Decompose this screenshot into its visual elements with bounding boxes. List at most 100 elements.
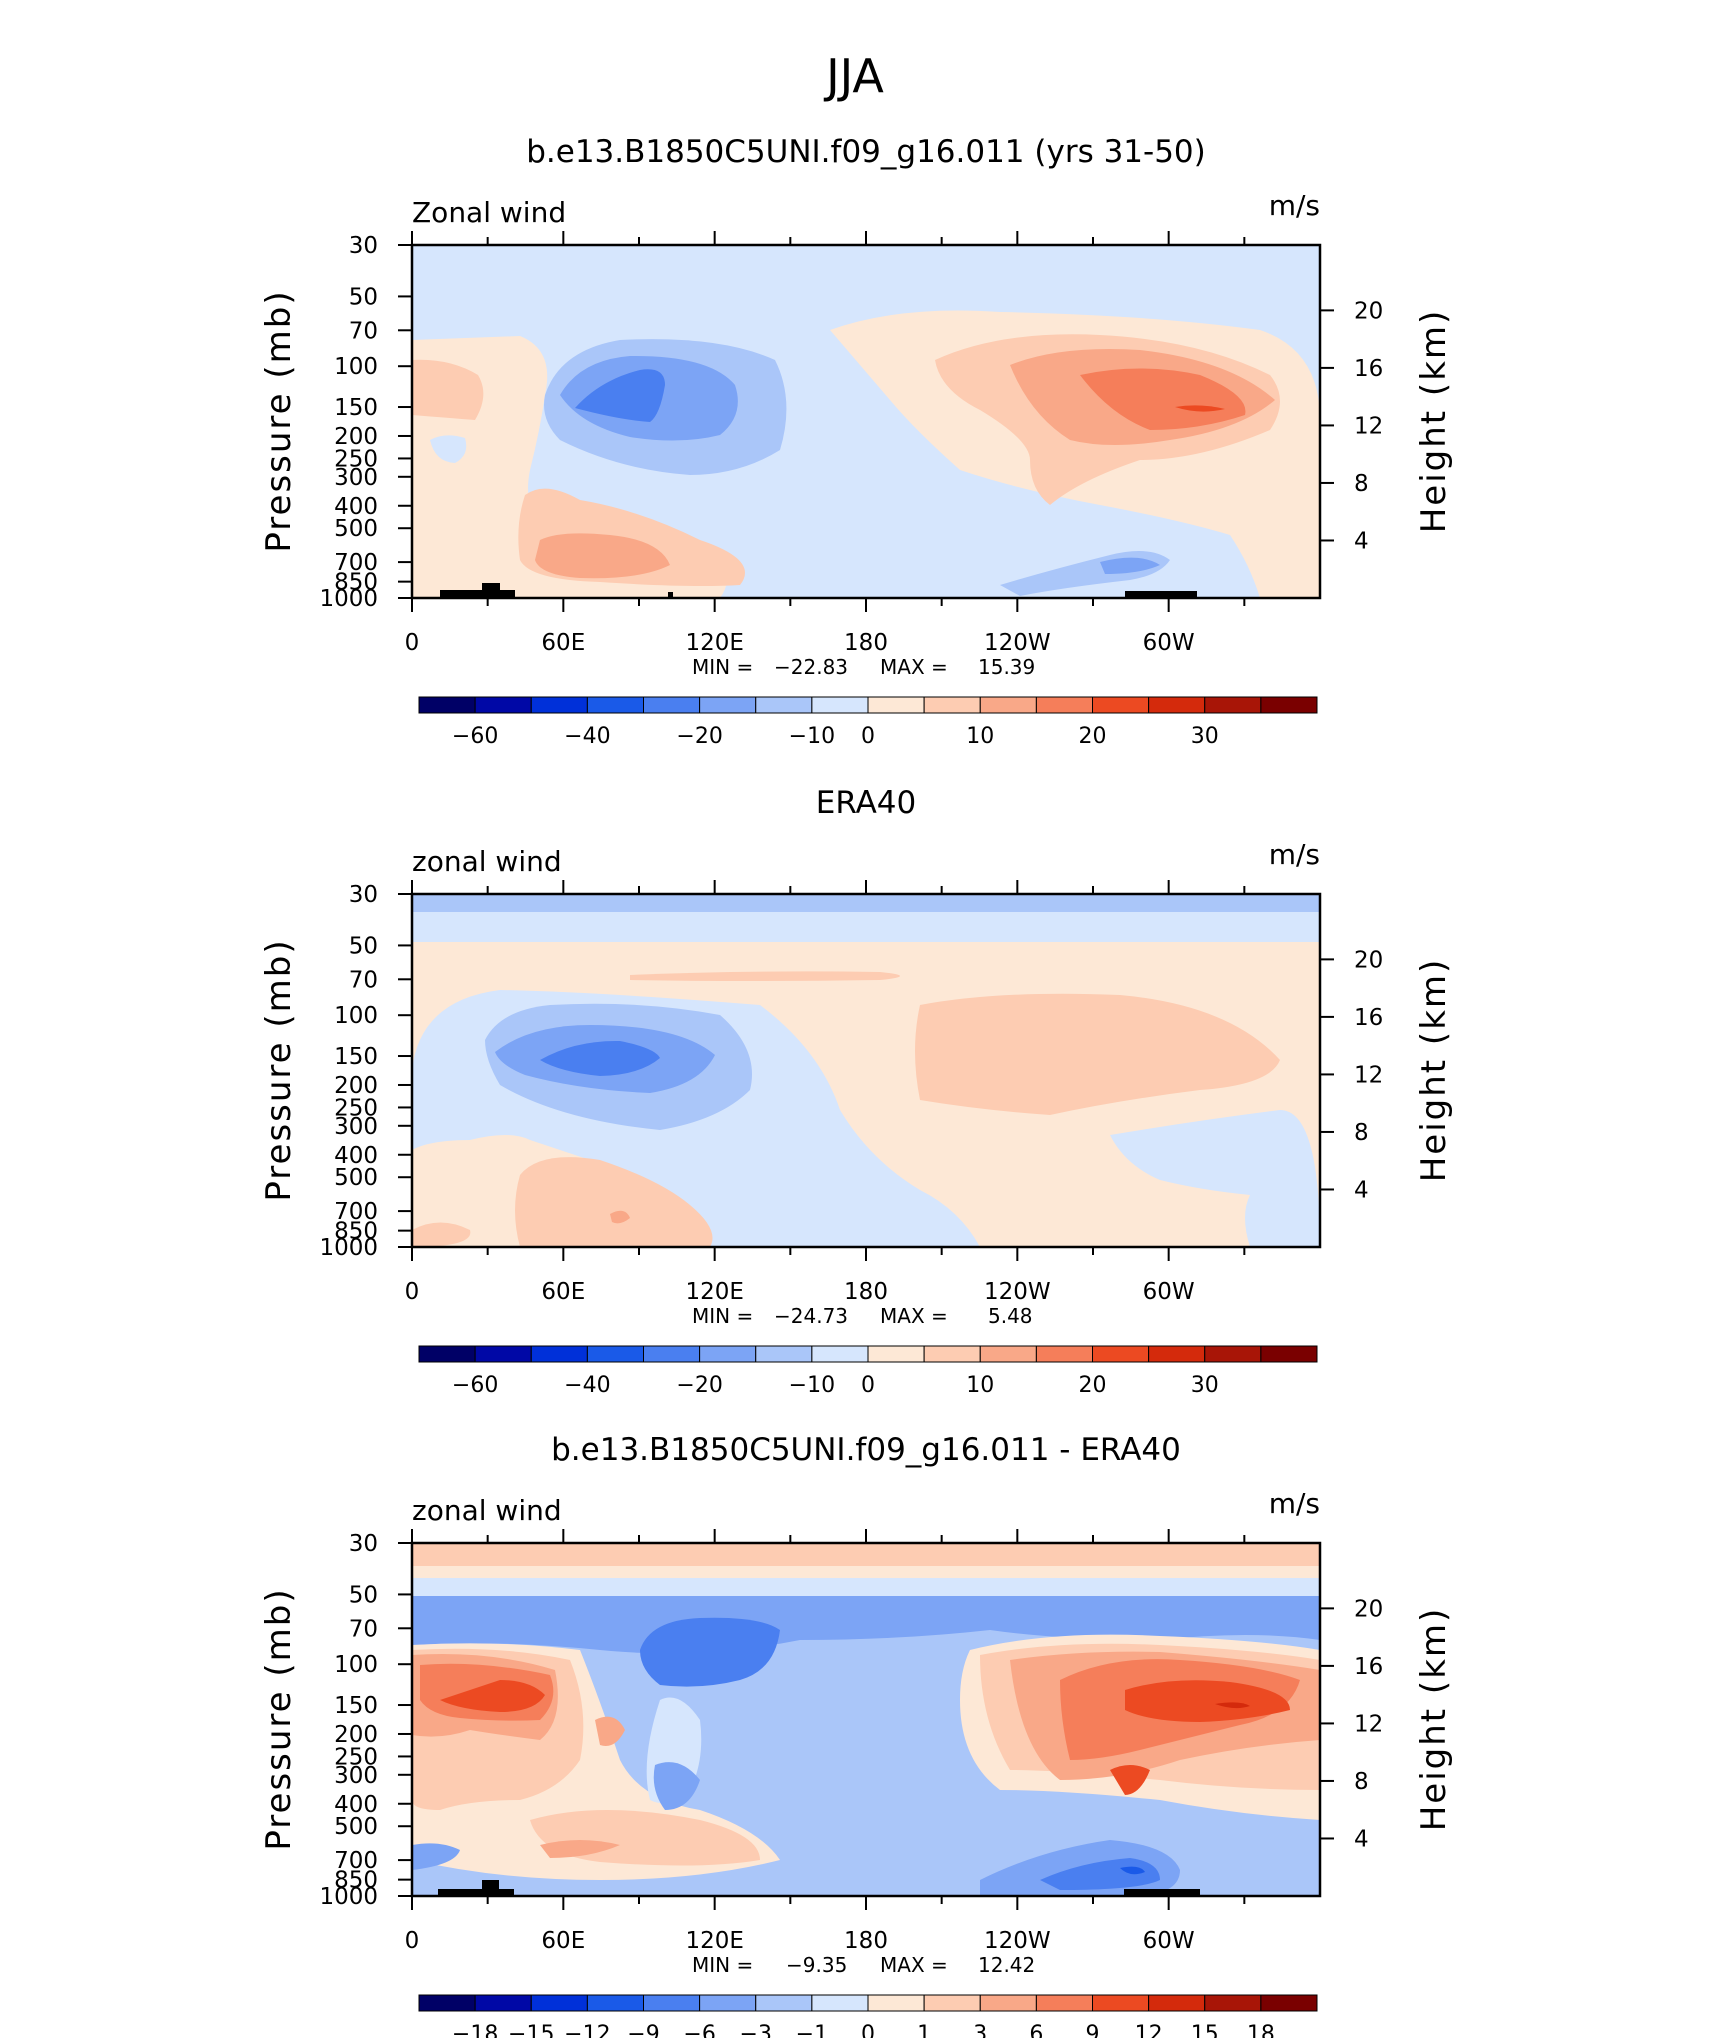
- colorbar-label: −40: [564, 1373, 610, 1398]
- colorbar-label: 6: [1029, 2022, 1043, 2038]
- min-value: −9.35: [786, 1953, 847, 1977]
- colorbar-swatch: [643, 1994, 701, 2012]
- colorbar-swatch: [1092, 1345, 1150, 1363]
- colorbar-swatch: [755, 1345, 813, 1363]
- colorbar-swatch: [1035, 1345, 1093, 1363]
- x-axis: 0 60E 120E 180 120W 60W: [405, 880, 1246, 1305]
- colorbar-label: −1: [796, 2022, 828, 2038]
- colorbar-label: −15: [508, 2022, 554, 2038]
- y-tick-label: 70: [349, 318, 378, 344]
- min-value: −24.73: [774, 1304, 848, 1328]
- y2-tick-label: 12: [1354, 1062, 1383, 1088]
- y-tick-label: 400: [334, 494, 378, 520]
- y2-tick-label: 4: [1354, 528, 1369, 554]
- colorbar-swatch: [699, 1994, 757, 2012]
- y-tick-label: 300: [334, 1114, 378, 1140]
- y-tick-label: 150: [334, 1693, 378, 1719]
- colorbar-swatch: [418, 696, 476, 714]
- colorbar-swatch: [1260, 1345, 1318, 1363]
- y-tick-label: 150: [334, 1044, 378, 1070]
- y-tick-label: 700: [334, 1848, 378, 1874]
- colorbar-swatch: [1092, 696, 1150, 714]
- x-tick-label: 0: [405, 630, 420, 656]
- y2-tick-label: 20: [1354, 298, 1383, 324]
- y2-tick-label: 8: [1354, 471, 1369, 497]
- colorbar-swatch: [530, 1994, 588, 2012]
- contour-west-low-neg: [412, 1843, 460, 1870]
- y-tick-label: 1000: [319, 1884, 378, 1910]
- colorbar-label: 9: [1086, 2022, 1100, 2038]
- y-tick-label: 300: [334, 1763, 378, 1789]
- panel-title: ERA40: [816, 785, 917, 821]
- y-tick-label: 1000: [319, 586, 378, 612]
- colorbar-label: 30: [1191, 724, 1219, 749]
- contour-low-blue-inner: [1100, 557, 1160, 574]
- colorbar-label: −6: [683, 2022, 715, 2038]
- x-tick-label: 60W: [1143, 630, 1195, 656]
- units-label: m/s: [1269, 1487, 1320, 1520]
- colorbar-swatch: [1035, 1994, 1093, 2012]
- contour-low-east-min: [1120, 1866, 1145, 1875]
- colorbar-swatch: [1092, 1994, 1150, 2012]
- units-label: m/s: [1269, 189, 1320, 222]
- contour-east-max: [1215, 1702, 1250, 1709]
- y-tick-label: 850: [334, 1219, 378, 1245]
- y-tick-label: 70: [349, 967, 378, 993]
- panel-difference: b.e13.B1850C5UNI.f09_g16.011 - ERA40 zon…: [259, 1432, 1454, 2038]
- colorbar-label: −40: [564, 724, 610, 749]
- contour-30-east: [1080, 368, 1246, 430]
- contour-field: [412, 894, 1320, 1247]
- colorbar-label: 0: [861, 724, 875, 749]
- min-value: −22.83: [774, 655, 848, 679]
- x-tick-label: 60E: [541, 1928, 585, 1954]
- colorbar-label: −12: [564, 2022, 610, 2038]
- colorbar: −60 −40 −20 −10 0 10 20 30: [418, 696, 1318, 749]
- min-label: MIN =: [692, 655, 753, 679]
- y-axis-label: Pressure (mb): [259, 938, 299, 1201]
- min-label: MIN =: [692, 1953, 753, 1977]
- colorbar-swatch: [1148, 1345, 1206, 1363]
- contour-positive-west: [412, 336, 727, 598]
- x-tick-label: 120E: [685, 630, 743, 656]
- contour-low-pos-inner: [540, 1840, 620, 1858]
- y-tick-label: 50: [349, 933, 378, 959]
- y2-tick-label: 12: [1354, 413, 1383, 439]
- panel-model: b.e13.B1850C5UNI.f09_g16.011 (yrs 31-50)…: [259, 134, 1454, 749]
- land-mask: [482, 583, 500, 598]
- y-tick-label: 400: [334, 1792, 378, 1818]
- y-tick-label: 70: [349, 1616, 378, 1642]
- y-tick-label: 100: [334, 354, 378, 380]
- y-tick-label: 150: [334, 395, 378, 421]
- contour-east-pos-6: [1110, 1765, 1150, 1795]
- max-value: 5.48: [988, 1304, 1033, 1328]
- colorbar-label: −20: [676, 1373, 722, 1398]
- y-tick-label: 100: [334, 1652, 378, 1678]
- contour-top-band-inner: [412, 894, 1320, 912]
- colorbar-swatch: [530, 696, 588, 714]
- y-tick-label: 50: [349, 1582, 378, 1608]
- colorbar-label: 0: [861, 1373, 875, 1398]
- colorbar-label: −20: [676, 724, 722, 749]
- y-axis-label: Pressure (mb): [259, 289, 299, 552]
- contour-plus5-east: [915, 993, 1280, 1115]
- y-tick-label: 30: [349, 233, 378, 259]
- contour-center-neg: [653, 1762, 700, 1810]
- variable-label: zonal wind: [412, 1494, 562, 1527]
- colorbar-swatch: [474, 1994, 532, 2012]
- colorbar-swatch: [867, 1994, 925, 2012]
- max-label: MAX =: [880, 655, 948, 679]
- contour-top-band-0: [412, 1566, 1320, 1578]
- contour-max-east: [1175, 405, 1225, 412]
- y2-axis-label: Height (km): [1414, 309, 1454, 534]
- y-tick-label: 850: [334, 570, 378, 596]
- colorbar: −18 −15 −12 −9 −6 −3 −1 0 1 3 6 9 12 15 18: [418, 1994, 1318, 2038]
- colorbar-swatch: [530, 1345, 588, 1363]
- min-label: MIN =: [692, 1304, 753, 1328]
- land-mask: [438, 1889, 514, 1896]
- colorbar-label: 20: [1079, 724, 1107, 749]
- y-tick-label: 700: [334, 1199, 378, 1225]
- panel-title: b.e13.B1850C5UNI.f09_g16.011 (yrs 31-50): [526, 134, 1206, 170]
- y-tick-label: 700: [334, 550, 378, 576]
- y2-tick-label: 8: [1354, 1769, 1369, 1795]
- contour-mid-pos-blob: [595, 1716, 625, 1746]
